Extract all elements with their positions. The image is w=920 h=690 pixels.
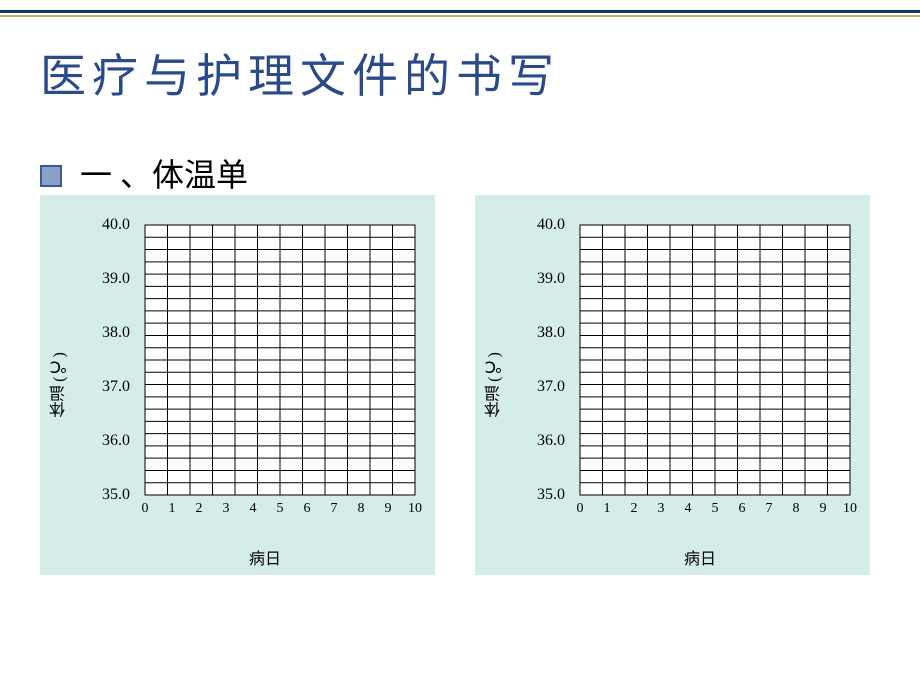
bullet-row: 一 、体温单 — [40, 150, 248, 196]
x-tick-label: 7 — [766, 501, 773, 517]
x-axis-title: 病日 — [684, 545, 716, 569]
temperature-chart-right: 40.0 39.0 38.0 37.0 36.0 35.0 0 1 2 3 4 5 6 7 8 9 10 体温 (… — [475, 195, 870, 575]
slide-title: 医疗与护理文件的书写 — [40, 40, 560, 106]
x-tick-label: 10 — [843, 501, 857, 517]
x-tick-label: 0 — [577, 501, 584, 517]
x-tick-label: 1 — [604, 501, 611, 517]
y-tick-label: 38.0 — [537, 324, 565, 342]
x-tick-label: 7 — [331, 501, 338, 517]
y-tick-label: 36.0 — [102, 432, 130, 450]
x-tick-label: 9 — [820, 501, 827, 517]
y-tick-label: 40.0 — [102, 216, 130, 234]
y-tick-label: 35.0 — [102, 486, 130, 504]
y-tick-label: 39.0 — [102, 270, 130, 288]
accent-bar-gold — [0, 15, 920, 17]
y-tick-label: 37.0 — [102, 378, 130, 396]
y-tick-label: 36.0 — [537, 432, 565, 450]
x-tick-label: 8 — [358, 501, 365, 517]
bullet-square-icon — [40, 165, 62, 187]
top-accent — [0, 10, 920, 13]
chart-grid — [475, 195, 870, 575]
x-tick-label: 9 — [385, 501, 392, 517]
slide: 医疗与护理文件的书写 一 、体温单 40.039.038.037.036.035… — [0, 0, 920, 690]
bullet-label: 一 、体温单 — [80, 150, 248, 196]
x-tick-label: 8 — [793, 501, 800, 517]
x-tick-label: 2 — [631, 501, 638, 517]
x-tick-label: 6 — [304, 501, 311, 517]
y-tick-label: 40.0 — [537, 216, 565, 234]
accent-bar-dark — [0, 10, 920, 13]
x-tick-label: 5 — [277, 501, 284, 517]
x-tick-label: 3 — [223, 501, 230, 517]
x-tick-label: 0 — [142, 501, 149, 517]
x-tick-label: 10 — [408, 501, 422, 517]
x-tick-label: 3 — [658, 501, 665, 517]
y-tick-label: 39.0 — [537, 270, 565, 288]
x-tick-label: 6 — [739, 501, 746, 517]
y-axis-title: 体温 (℃) — [483, 352, 507, 418]
x-tick-label: 4 — [685, 501, 692, 517]
x-tick-label: 1 — [169, 501, 176, 517]
y-tick-label: 37.0 — [537, 378, 565, 396]
charts-row: 40.039.038.037.036.035.0012345678910体温 (… — [40, 195, 870, 575]
y-axis-title: 体温 (℃) — [48, 352, 72, 418]
chart-grid — [40, 195, 435, 575]
x-tick-label: 5 — [712, 501, 719, 517]
y-tick-label: 35.0 — [537, 486, 565, 504]
x-tick-label: 4 — [250, 501, 257, 517]
temperature-chart-left: 40.0 39.0 38.0 37.0 36.0 35.0 0 1 2 3 4 5 6 7 8 9 10 体温 (… — [40, 195, 435, 575]
x-axis-title: 病日 — [249, 545, 281, 569]
x-tick-label: 2 — [196, 501, 203, 517]
y-tick-label: 38.0 — [102, 324, 130, 342]
